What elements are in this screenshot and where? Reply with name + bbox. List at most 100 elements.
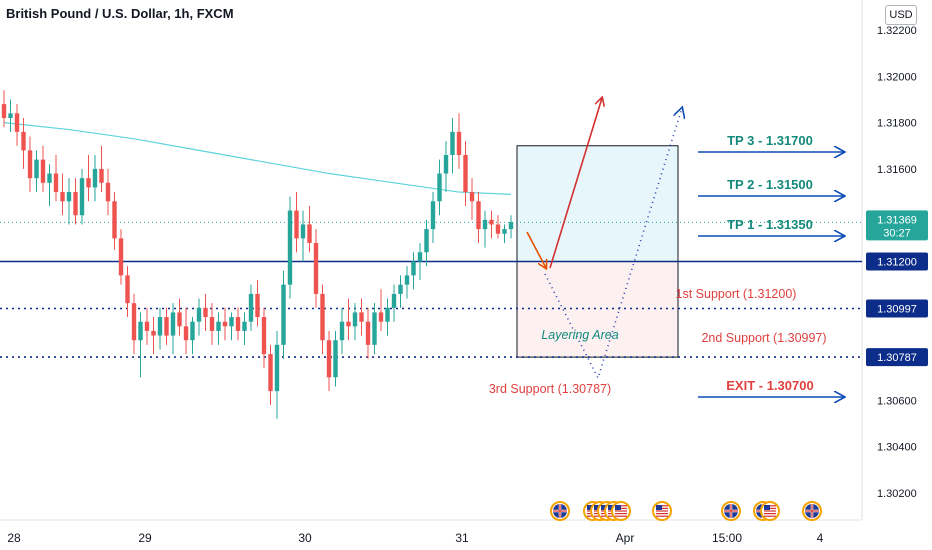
candle-body[interactable] [164, 317, 169, 336]
candle-body[interactable] [73, 192, 78, 216]
candle-body[interactable] [86, 178, 91, 188]
candle-body[interactable] [92, 168, 98, 188]
candle-body[interactable] [274, 344, 280, 392]
candle-body[interactable] [326, 340, 332, 378]
candle-body[interactable] [385, 307, 390, 322]
target-zone-box[interactable] [516, 145, 679, 262]
candle-body[interactable] [21, 131, 26, 151]
x-tick-label: 4 [817, 531, 824, 545]
candle-body[interactable] [138, 321, 143, 341]
candle-body[interactable] [177, 312, 182, 327]
candle-body[interactable] [268, 354, 273, 392]
candle-body[interactable] [27, 150, 33, 179]
candle-body[interactable] [346, 321, 351, 327]
candle-body[interactable] [482, 219, 488, 230]
last-price-value: 1.31369 [877, 214, 917, 226]
candle-body[interactable] [222, 321, 228, 327]
candle-body[interactable] [196, 307, 202, 322]
candle-body[interactable] [53, 173, 59, 193]
currency-button[interactable]: USD [885, 5, 917, 25]
candle-body[interactable] [294, 210, 299, 239]
x-tick-label: 30 [298, 531, 312, 545]
candle-body[interactable] [47, 173, 52, 183]
x-tick-label: 29 [138, 531, 152, 545]
candle-body[interactable] [365, 321, 371, 345]
candle-body[interactable] [352, 312, 358, 327]
candle-body[interactable] [190, 321, 195, 341]
y-tick-label: 1.32200 [877, 25, 917, 37]
candle-body[interactable] [313, 242, 319, 294]
y-tick-label: 1.30600 [877, 395, 917, 407]
candle-body[interactable] [489, 219, 494, 225]
support-2-label: 2nd Support (1.30997) [701, 331, 826, 345]
support-3-label: 3rd Support (1.30787) [489, 382, 611, 396]
candle-body[interactable] [430, 201, 436, 230]
candle-body[interactable] [99, 168, 104, 183]
candle-body[interactable] [183, 326, 189, 341]
candle-body[interactable] [372, 312, 377, 345]
candle-body[interactable] [300, 224, 306, 239]
candle-body[interactable] [203, 307, 208, 318]
bullish-projection-arrow[interactable] [549, 98, 602, 269]
candle-body[interactable] [157, 317, 163, 336]
candle-body[interactable] [333, 340, 338, 378]
candle-body[interactable] [339, 321, 345, 341]
candle-body[interactable] [417, 252, 423, 262]
candle-body[interactable] [216, 321, 221, 331]
candle-body[interactable] [144, 321, 150, 331]
candle-body[interactable] [151, 330, 156, 336]
candle-body[interactable] [437, 173, 442, 202]
candle-body[interactable] [398, 284, 403, 294]
candle-body[interactable] [118, 238, 124, 276]
candle-body[interactable] [378, 312, 384, 322]
candle-body[interactable] [66, 192, 72, 202]
candle-body[interactable] [411, 261, 416, 276]
candle-body[interactable] [469, 192, 475, 202]
candle-body[interactable] [170, 312, 176, 336]
candle-body[interactable] [131, 303, 137, 341]
price-badge [866, 252, 928, 271]
candle-body[interactable] [79, 178, 85, 216]
chart-title[interactable]: British Pound / U.S. Dollar, 1h, FXCM [6, 6, 234, 21]
candle-body[interactable] [34, 159, 39, 179]
candle-body[interactable] [502, 229, 507, 234]
candle-body[interactable] [404, 275, 410, 285]
pullback-arrow[interactable] [526, 231, 546, 268]
us-flag-icon [594, 505, 600, 510]
candle-body[interactable] [112, 201, 117, 239]
candle-body[interactable] [391, 293, 397, 308]
layering-zone-box[interactable] [516, 261, 679, 358]
candle-body[interactable] [1, 104, 7, 118]
bar-countdown: 30:27 [883, 227, 911, 239]
candle-body[interactable] [209, 317, 215, 331]
candle-body[interactable] [424, 229, 429, 253]
y-tick-label: 1.30200 [877, 488, 917, 500]
candle-body[interactable] [40, 159, 46, 183]
candle-body[interactable] [60, 192, 65, 202]
candle-body[interactable] [8, 113, 13, 118]
candle-body[interactable] [508, 222, 514, 230]
candle-body[interactable] [359, 312, 364, 322]
candle-body[interactable] [229, 317, 234, 327]
candle-body[interactable] [495, 224, 501, 234]
candle-body[interactable] [281, 284, 286, 345]
candle-body[interactable] [255, 293, 260, 318]
candle-body[interactable] [125, 275, 130, 304]
candle-body[interactable] [456, 131, 462, 156]
candle-body[interactable] [248, 293, 254, 322]
candle-body[interactable] [443, 155, 449, 174]
candle-body[interactable] [320, 293, 325, 341]
candle-body[interactable] [261, 317, 267, 355]
alternative-path-arrow[interactable] [544, 108, 682, 381]
candle-body[interactable] [105, 182, 111, 202]
candle-body[interactable] [463, 155, 468, 193]
candle-body[interactable] [14, 113, 20, 132]
candle-body[interactable] [235, 317, 241, 331]
candle-body[interactable] [287, 210, 293, 285]
candle-body[interactable] [476, 201, 481, 230]
us-flag-icon [608, 505, 614, 510]
candle-body[interactable] [242, 321, 247, 331]
candle-body[interactable] [450, 131, 455, 156]
candle-body[interactable] [307, 224, 312, 243]
